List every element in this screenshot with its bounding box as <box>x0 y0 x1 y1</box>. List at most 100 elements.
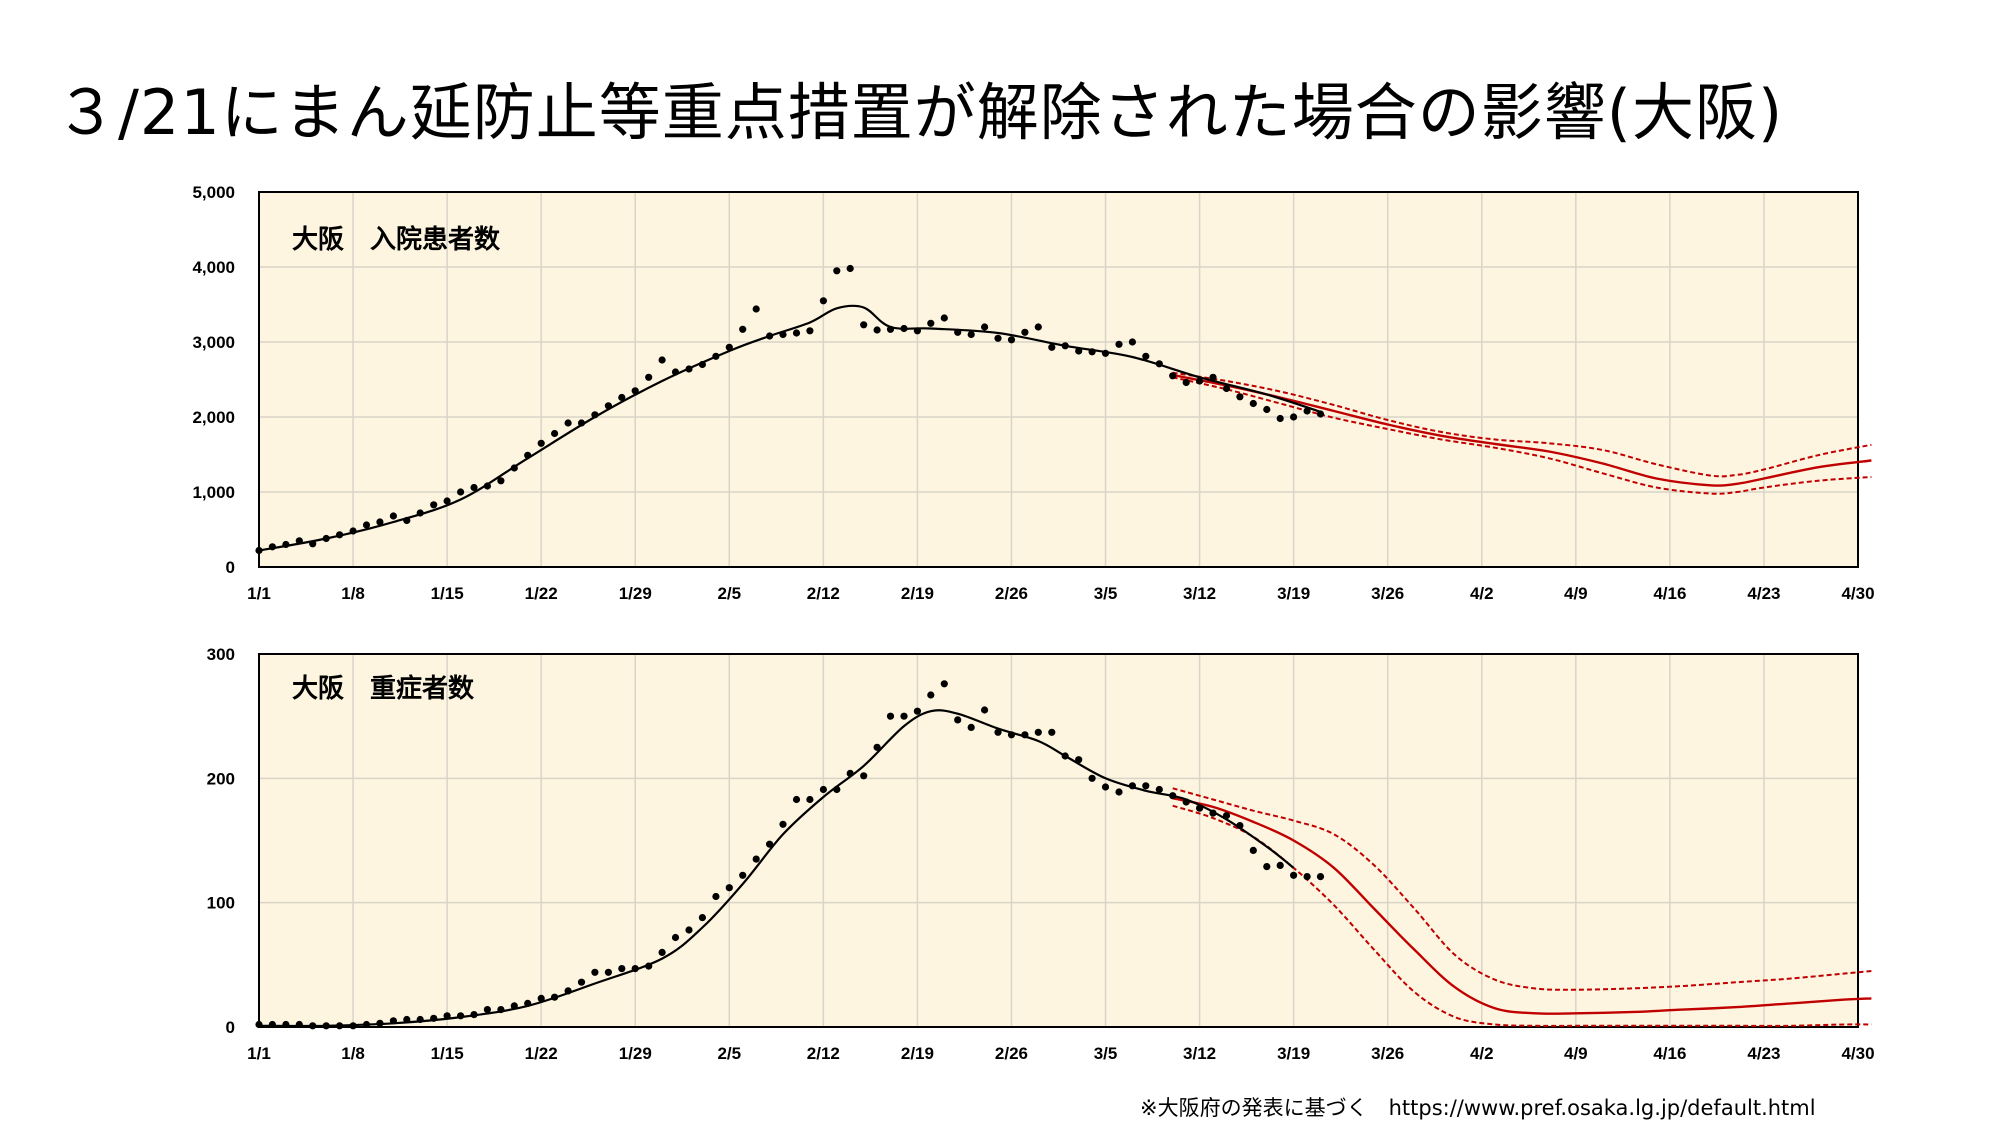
hospitalized-data-point <box>671 368 680 376</box>
hospitalized-data-point <box>1249 399 1257 408</box>
hospitalized-data-point <box>779 330 787 339</box>
severe-x-tick-label: 1/15 <box>431 1044 464 1063</box>
hospitalized-data-point <box>564 419 572 427</box>
severe-data-point <box>631 965 639 973</box>
severe-data-point <box>1249 846 1257 855</box>
hospitalized-data-point <box>1021 328 1029 336</box>
hospitalized-chart-title: 大阪 入院患者数 <box>292 224 501 255</box>
severe-data-point <box>389 1017 397 1025</box>
severe-data-point <box>779 820 787 828</box>
severe-data-point <box>1101 783 1110 791</box>
severe-data-point <box>537 994 545 1003</box>
severe-data-point <box>1209 809 1217 817</box>
severe-x-tick-label: 3/12 <box>1183 1044 1216 1063</box>
severe-data-point <box>1196 804 1204 812</box>
hospitalized-data-point <box>792 329 801 337</box>
severe-data-point <box>846 769 854 778</box>
severe-data-point <box>1034 728 1042 736</box>
severe-data-point <box>1316 873 1325 881</box>
hospitalized-data-point <box>1290 413 1298 421</box>
hospitalized-data-point <box>1169 372 1177 380</box>
severe-x-tick-label: 2/19 <box>901 1044 934 1063</box>
hospitalized-x-tick-label: 1/29 <box>619 584 652 603</box>
severe-data-point <box>658 948 666 957</box>
severe-data-point <box>618 965 626 973</box>
hospitalized-data-point <box>1155 360 1163 368</box>
hospitalized-plot-border <box>258 191 1859 568</box>
severe-data-point <box>376 1019 384 1027</box>
hospitalized-y-tick-label: 4,000 <box>192 258 235 277</box>
severe-data-point <box>483 1006 491 1014</box>
severe-chart-title: 大阪 重症者数 <box>292 673 475 704</box>
severe-data-point <box>792 795 801 804</box>
severe-data-point <box>806 795 814 804</box>
hospitalized-observed-trend-line <box>258 304 1321 552</box>
hospitalized-data-point <box>698 360 707 369</box>
hospitalized-data-point <box>766 332 774 340</box>
severe-data-point <box>604 968 613 976</box>
hospitalized-x-tick-label: 3/12 <box>1183 584 1216 603</box>
hospitalized-data-point <box>389 512 397 520</box>
hospitalized-data-point <box>1196 377 1204 385</box>
hospitalized-data-point <box>819 297 828 305</box>
hospitalized-data-point <box>618 393 626 402</box>
hospitalized-data-point <box>900 324 908 333</box>
severe-chart: 1/1 1/8 1/15 1/22 1/29 2/5 2/12 2/19 2/26 3/5 3/12… <box>207 645 1875 1063</box>
hospitalized-data-point <box>846 264 854 273</box>
severe-data-point <box>1007 731 1016 739</box>
hospitalized-data-point <box>873 326 881 334</box>
hospitalized-projection-center-line <box>1172 373 1872 487</box>
hospitalized-data-point <box>336 531 344 539</box>
severe-data-point <box>1088 774 1096 782</box>
severe-data-point <box>725 884 733 892</box>
severe-data-point <box>1290 871 1298 879</box>
severe-data-point <box>309 1022 317 1030</box>
severe-data-point <box>1115 788 1123 796</box>
hospitalized-y-tick-label: 0 <box>226 558 235 577</box>
hospitalized-data-point <box>497 477 505 485</box>
severe-data-point <box>1155 785 1163 794</box>
severe-y-tick-label: 0 <box>226 1018 235 1037</box>
hospitalized-data-point <box>860 321 868 329</box>
hospitalized-x-tick-label: 1/8 <box>341 584 365 603</box>
source-footnote: ※大阪府の発表に基づく https://www.pref.osaka.lg.jp… <box>1140 1096 1816 1120</box>
severe-x-tick-label: 4/9 <box>1564 1044 1588 1063</box>
severe-data-point <box>1075 756 1083 764</box>
severe-data-point <box>1048 728 1056 736</box>
hospitalized-data-point <box>1061 342 1069 350</box>
severe-data-point <box>739 871 747 879</box>
severe-plot-area <box>259 654 1858 1027</box>
hospitalized-data-point <box>1303 407 1311 415</box>
hospitalized-data-point <box>524 451 532 459</box>
hospitalized-y-tick-label: 5,000 <box>192 183 235 202</box>
hospitalized-x-tick-label: 4/2 <box>1470 584 1494 603</box>
severe-data-point <box>913 707 922 715</box>
severe-data-point <box>470 1011 478 1019</box>
severe-data-point <box>551 993 559 1001</box>
hospitalized-data-point <box>1236 393 1244 401</box>
hospitalized-x-tick-label: 2/26 <box>995 584 1028 603</box>
severe-x-tick-label: 3/5 <box>1094 1044 1118 1063</box>
severe-data-point <box>1128 782 1136 790</box>
hospitalized-y-tick-label: 2,000 <box>192 408 235 427</box>
severe-data-point <box>981 706 989 714</box>
hospitalized-data-point <box>470 483 478 492</box>
hospitalized-data-point <box>577 419 586 427</box>
hospitalized-data-point <box>416 509 424 517</box>
severe-data-point <box>1142 782 1150 790</box>
severe-x-tick-label: 4/2 <box>1470 1044 1494 1063</box>
hospitalized-data-point <box>1222 384 1231 393</box>
hospitalized-data-point <box>1142 352 1150 360</box>
severe-data-point <box>497 1006 505 1014</box>
hospitalized-data-point <box>362 521 371 529</box>
severe-data-point <box>255 1020 263 1029</box>
hospitalized-data-point <box>658 356 666 364</box>
hospitalized-data-point <box>591 411 599 419</box>
severe-data-point <box>457 1012 465 1020</box>
hospitalized-x-tick-label: 4/9 <box>1564 584 1588 603</box>
hospitalized-data-point <box>1007 336 1016 344</box>
severe-x-tick-label: 1/22 <box>525 1044 558 1063</box>
hospitalized-data-point <box>537 439 545 447</box>
severe-x-tick-label: 2/5 <box>717 1044 741 1063</box>
